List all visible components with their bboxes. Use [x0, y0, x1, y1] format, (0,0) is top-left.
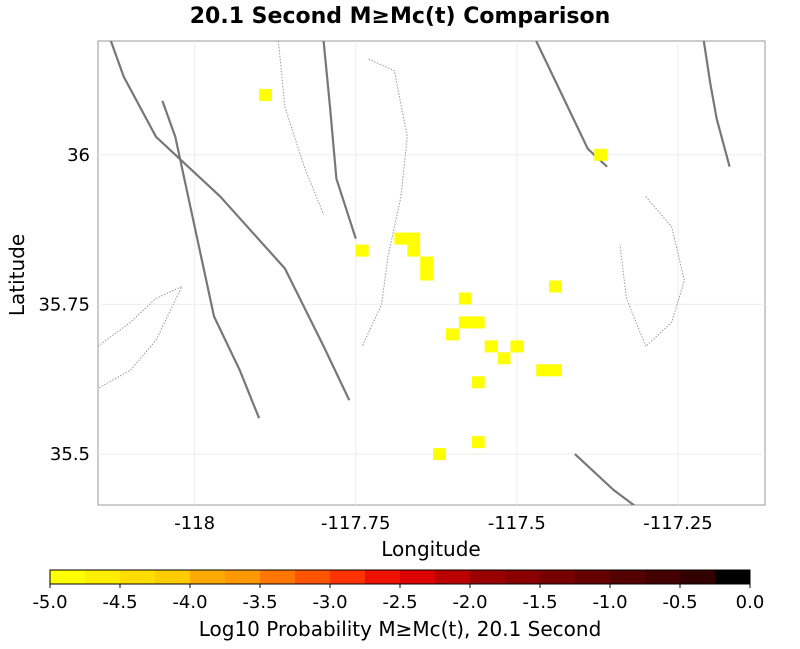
colorbar-segment	[575, 570, 611, 584]
colorbar-segment	[155, 570, 191, 584]
colorbar-tick-label: -2.0	[452, 592, 487, 613]
probability-cell	[549, 364, 562, 377]
map-plot-area	[97, 40, 766, 506]
colorbar-tick-label: -1.0	[592, 592, 627, 613]
probability-cell	[394, 232, 408, 245]
colorbar-tick-label: 0.0	[736, 592, 765, 613]
colorbar-tick-label: -2.5	[382, 592, 417, 613]
colorbar-segment	[680, 570, 716, 584]
probability-cell	[407, 232, 421, 245]
probability-cell	[510, 340, 524, 353]
probability-cell	[446, 328, 459, 341]
colorbar-segment	[295, 570, 331, 584]
y-tick-label: 35.5	[50, 444, 90, 465]
probability-cells	[259, 88, 608, 461]
probability-cell	[549, 280, 562, 293]
probability-cell	[355, 244, 369, 257]
colorbar-segment	[50, 570, 86, 584]
probability-cell	[471, 316, 485, 329]
probability-cell	[471, 376, 485, 389]
probability-cell	[594, 148, 608, 161]
colorbar-label: Log10 Probability M≥Mc(t), 20.1 Second	[199, 617, 602, 641]
colorbar-segment	[470, 570, 506, 584]
x-tick-label: -118	[174, 513, 215, 534]
dotted-outline	[361, 58, 408, 347]
colorbar: -5.0 -4.5 -4.0 -3.5 -3.0 -2.5 -2.0 -1.5 -1.0 -0.5…	[32, 569, 764, 641]
x-tick-label: -117.75	[321, 513, 390, 534]
colorbar-segment	[505, 570, 541, 584]
colorbar-segment	[330, 570, 366, 584]
x-tick-label: -117.25	[643, 513, 712, 534]
probability-cell	[497, 352, 511, 365]
probability-cell	[484, 340, 498, 353]
colorbar-tick-label: -4.5	[102, 592, 137, 613]
gridlines	[98, 41, 765, 505]
colorbar-tick-label: -5.0	[32, 592, 67, 613]
x-axis-ticks: -118 -117.75 -117.5 -117.25	[174, 513, 713, 534]
colorbar-segment	[715, 570, 751, 584]
dotted-outline	[619, 196, 685, 348]
probability-cell	[420, 256, 434, 269]
probability-cell	[420, 268, 434, 281]
x-axis-label: Longitude	[381, 537, 480, 561]
chart-title: 20.1 Second M≥Mc(t) Comparison	[190, 4, 611, 29]
y-axis-label: Latitude	[5, 234, 29, 316]
fault-line	[109, 41, 351, 401]
colorbar-tick-label: -4.0	[172, 592, 207, 613]
colorbar-segment	[260, 570, 296, 584]
colorbar-tick-label: -1.5	[522, 592, 557, 613]
probability-cell	[471, 436, 485, 449]
fault-line	[161, 100, 261, 419]
probability-cell	[259, 88, 272, 101]
dotted-outline	[277, 41, 325, 215]
colorbar-segment	[435, 570, 471, 584]
y-tick-label: 36	[67, 145, 90, 166]
probability-cell	[407, 244, 421, 257]
x-tick-label: -117.5	[488, 513, 546, 534]
colorbar-segment	[610, 570, 646, 584]
colorbar-segment	[190, 570, 226, 584]
colorbar-segment	[400, 570, 436, 584]
fault-line	[322, 41, 357, 239]
dotted-outline	[98, 285, 183, 389]
colorbar-segment	[85, 570, 121, 584]
colorbar-ticks: -5.0 -4.5 -4.0 -3.5 -3.0 -2.5 -2.0 -1.5 -1.0 -0.5…	[32, 584, 764, 613]
fault-line	[574, 453, 636, 505]
colorbar-tick-label: -3.5	[242, 592, 277, 613]
fault-line	[702, 41, 731, 167]
dotted-outlines	[98, 41, 685, 389]
probability-cell	[433, 448, 446, 461]
y-tick-label: 35.75	[38, 294, 90, 315]
colorbar-segment	[120, 570, 156, 584]
probability-cell	[536, 364, 550, 377]
colorbar-segment	[540, 570, 576, 584]
probability-cell	[458, 316, 472, 329]
colorbar-segment	[365, 570, 401, 584]
y-axis-ticks: 36 35.75 35.5	[38, 145, 90, 465]
colorbar-segments	[50, 570, 751, 584]
probability-cell	[458, 292, 472, 305]
colorbar-tick-label: -0.5	[662, 592, 697, 613]
colorbar-tick-label: -3.0	[312, 592, 347, 613]
colorbar-segment	[225, 570, 261, 584]
colorbar-segment	[645, 570, 681, 584]
